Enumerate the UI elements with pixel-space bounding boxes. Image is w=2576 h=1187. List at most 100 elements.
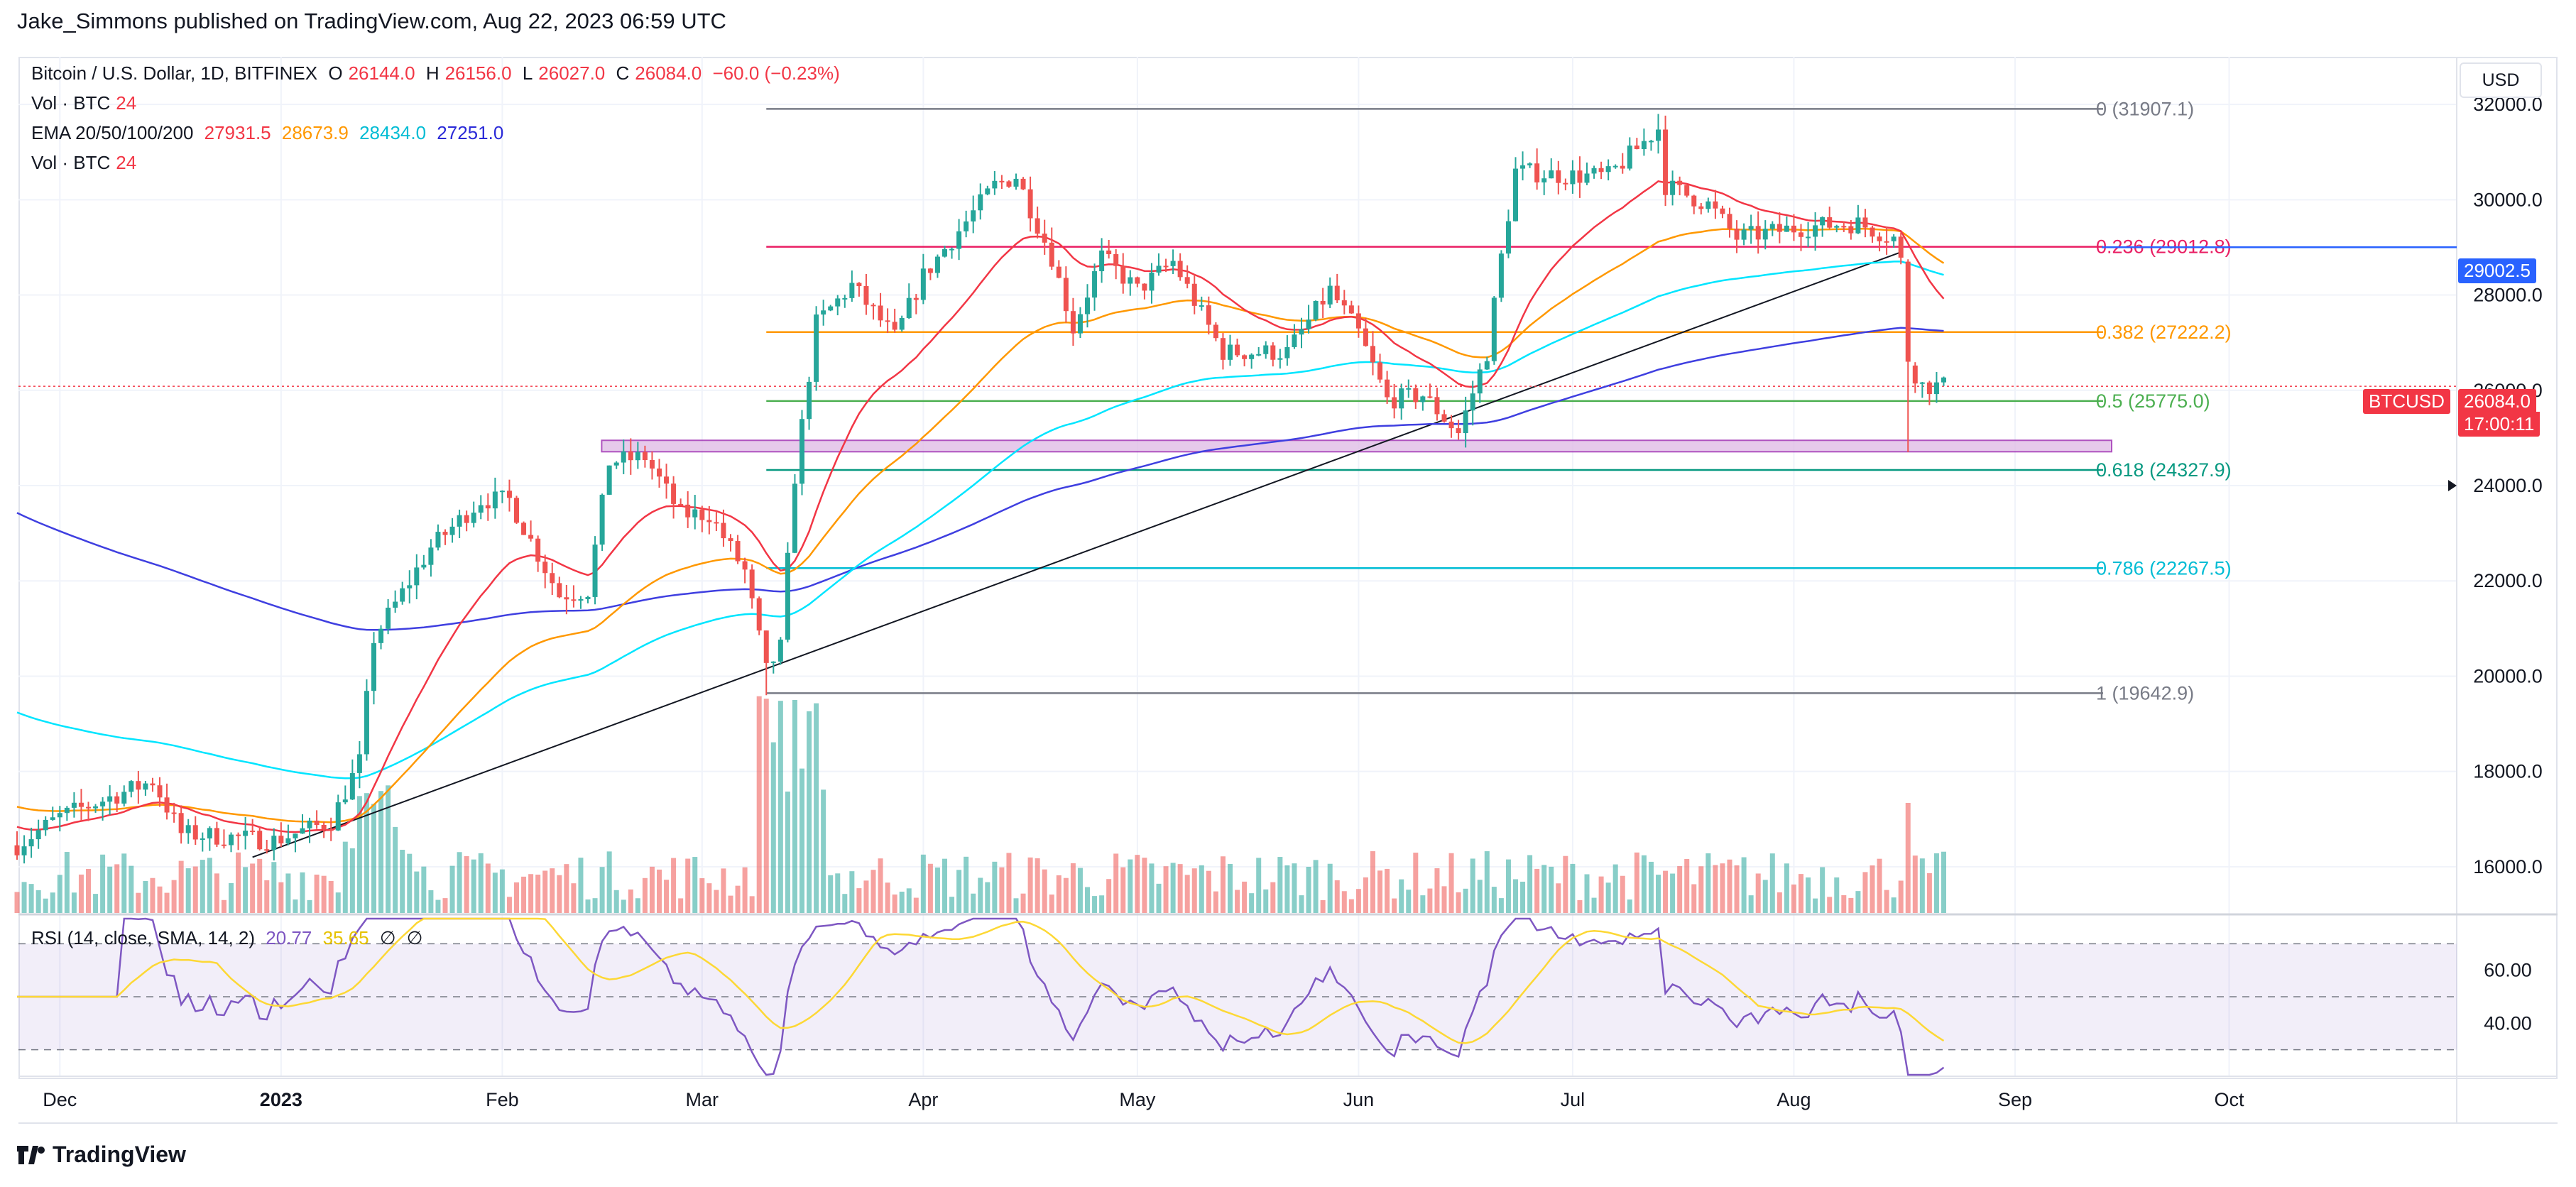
rsi-value: 20.77 — [266, 927, 312, 948]
volume-bar — [421, 866, 427, 913]
volume-bar — [1898, 880, 1904, 913]
volume-bar — [1385, 868, 1390, 913]
volume-bar — [1641, 855, 1647, 913]
candle-body — [1277, 358, 1283, 360]
volume-label-2: Vol · BTC — [31, 152, 111, 173]
volume-bar — [314, 874, 320, 913]
volume-bar — [1777, 892, 1782, 913]
candle-body — [1620, 165, 1625, 169]
symbol-name[interactable]: Bitcoin / U.S. Dollar, 1D, BITFINEX — [31, 62, 318, 84]
volume-bar — [949, 897, 955, 913]
volume-bar — [978, 877, 983, 913]
candle-body — [1263, 345, 1269, 354]
candle-body — [1549, 170, 1554, 179]
candle-body — [599, 494, 605, 545]
candle-body — [1577, 170, 1583, 183]
fib-level-label: 1 (19642.9) — [2096, 682, 2194, 704]
candle-body — [657, 468, 662, 477]
volume-bar — [521, 876, 527, 913]
legend-rsi[interactable]: RSI (14, close, SMA, 14, 2) 20.77 35.65 … — [31, 927, 428, 949]
close-label: C — [616, 62, 630, 84]
volume-bar — [1784, 863, 1789, 913]
candle-body — [1769, 224, 1775, 229]
volume-bar — [1042, 869, 1047, 913]
candle-body — [1656, 129, 1661, 141]
candle-body — [492, 491, 498, 509]
legend-volume-2[interactable]: Vol · BTC 24 — [31, 152, 142, 174]
volume-bar — [400, 849, 405, 913]
candle-body — [314, 820, 320, 826]
volume-bar — [849, 871, 855, 913]
candle-body — [393, 601, 398, 608]
volume-bar — [1191, 868, 1197, 913]
candle-body — [777, 639, 783, 662]
volume-bar — [1270, 882, 1276, 913]
close-value: 26084.0 — [635, 62, 702, 84]
volume-bar — [642, 877, 648, 913]
candle-body — [64, 807, 70, 814]
candle-body — [1556, 170, 1561, 183]
volume-bar — [1027, 857, 1033, 913]
high-label: H — [425, 62, 440, 84]
change-value: −60.0 (−0.23%) — [712, 62, 840, 84]
candle-body — [342, 799, 348, 803]
candle-body — [1377, 362, 1383, 380]
volume-bar — [1549, 866, 1554, 913]
open-label: O — [328, 62, 343, 84]
candle-body — [799, 419, 804, 484]
candle-body — [749, 569, 755, 598]
candle-body — [899, 317, 905, 330]
candle-body — [785, 552, 790, 640]
candle-body — [1498, 253, 1504, 298]
currency-button[interactable]: USD — [2460, 62, 2542, 98]
brand-name: TradingView — [53, 1142, 186, 1167]
volume-bar — [378, 791, 384, 913]
volume-bar — [578, 858, 584, 913]
candle-body — [414, 567, 420, 586]
volume-bar — [221, 899, 227, 913]
price-badge: 26084.0 — [2458, 389, 2536, 414]
candle-body — [807, 381, 812, 420]
candle-body — [71, 802, 77, 808]
legend-volume-1[interactable]: Vol · BTC 24 — [31, 92, 142, 114]
candle-body — [1042, 234, 1047, 243]
candle-body — [1912, 365, 1918, 384]
volume-bar — [1470, 858, 1475, 913]
volume-bar — [1884, 890, 1889, 913]
volume-bar — [1820, 867, 1825, 913]
candle-body — [1898, 236, 1904, 258]
volume-bar — [1720, 863, 1725, 913]
chart-canvas[interactable]: 32000.030000.028000.026000.024000.022000… — [0, 0, 2576, 1136]
volume-bar — [606, 851, 612, 913]
ema-50-line — [16, 228, 1945, 824]
volume-bar — [1420, 895, 1426, 913]
volume-bar — [1441, 886, 1447, 913]
volume-bar — [821, 789, 826, 913]
footer-brand[interactable]: TradingView — [17, 1142, 186, 1168]
volume-bar — [1527, 855, 1533, 913]
candle-body — [892, 322, 897, 330]
candle-body — [378, 628, 384, 643]
candle-body — [1570, 170, 1576, 185]
candle-body — [1156, 266, 1162, 273]
volume-bar — [14, 892, 20, 913]
legend-ema[interactable]: EMA 20/50/100/200 27931.5 28673.9 28434.… — [31, 122, 509, 144]
volume-label: Vol · BTC — [31, 92, 111, 114]
volume-bar — [528, 874, 534, 913]
candle-body — [121, 792, 127, 804]
candle-body — [471, 513, 476, 523]
volume-bar — [499, 869, 505, 913]
volume-bar — [1684, 858, 1690, 913]
candle-body — [1135, 277, 1140, 284]
chart-frame[interactable] — [18, 57, 2558, 1079]
volume-bar — [1705, 853, 1711, 913]
volume-bar — [678, 898, 684, 913]
candle-body — [1413, 388, 1419, 403]
candle-body — [649, 460, 655, 469]
published-header: Jake_Simmons published on TradingView.co… — [17, 9, 726, 33]
candle-body — [1020, 178, 1026, 190]
candle-body — [1748, 226, 1754, 230]
candle-body — [1306, 319, 1311, 329]
volume-bar — [564, 864, 569, 913]
candle-body — [1663, 129, 1669, 195]
